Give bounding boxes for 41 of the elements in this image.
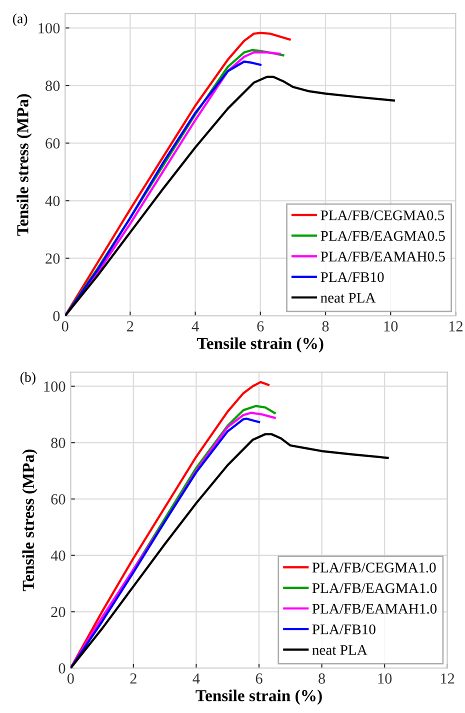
x-tick-label: 12 <box>449 321 462 332</box>
y-tick-label: 100 <box>38 23 60 34</box>
y-axis-title: Tensile stress (MPa) <box>22 450 38 592</box>
legend-label: PLA/FB/EAMAH0.5 <box>320 252 445 262</box>
legend-label: PLA/FB/EAGMA1.0 <box>312 583 437 594</box>
x-tick-label: 0 <box>67 673 74 684</box>
chart-title: (b) <box>20 372 36 385</box>
chart-title: (a) <box>12 14 28 26</box>
x-tick-label: 10 <box>384 321 398 332</box>
y-tick-label: 100 <box>44 381 66 392</box>
y-tick-label: 20 <box>51 606 66 618</box>
y-tick-label: 60 <box>51 494 66 504</box>
y-tick-label: 80 <box>46 80 60 91</box>
x-axis-title: Tensile strain (%) <box>196 690 322 705</box>
legend-label: PLA/FB10 <box>312 624 376 634</box>
legend-label: PLA/FB/CEGMA0.5 <box>320 210 444 220</box>
x-axis-title: Tensile strain (%) <box>197 337 324 352</box>
x-tick-label: 12 <box>441 673 454 684</box>
y-tick-label: 80 <box>51 438 66 448</box>
x-tick-label: 8 <box>318 673 326 684</box>
x-tick-label: 10 <box>378 673 392 684</box>
x-tick-label: 4 <box>192 673 200 684</box>
y-tick-label: 40 <box>50 550 66 561</box>
x-tick-label: 8 <box>322 321 329 332</box>
x-tick-label: 2 <box>127 321 134 332</box>
legend-label: PLA/FB/EAMAH1.0 <box>312 604 437 614</box>
y-tick-label: 0 <box>58 663 66 674</box>
legend-label: neat PLA <box>320 292 376 303</box>
x-tick-label: 6 <box>257 321 264 332</box>
y-tick-label: 60 <box>46 138 60 149</box>
y-tick-label: 0 <box>53 311 60 322</box>
x-tick-label: 4 <box>192 321 199 332</box>
x-tick-label: 2 <box>130 673 136 684</box>
legend-label: PLA/FB/EAGMA0.5 <box>320 231 445 241</box>
y-axis-title: Tensile stress (MPa) <box>16 94 32 236</box>
x-tick-label: 6 <box>256 673 262 684</box>
y-tick-label: 20 <box>46 253 60 264</box>
legend-label: PLA/FB10 <box>320 272 384 282</box>
legend-label: neat PLA <box>312 645 368 655</box>
y-tick-label: 40 <box>45 196 60 206</box>
legend-label: PLA/FB/CEGMA1.0 <box>312 562 436 573</box>
